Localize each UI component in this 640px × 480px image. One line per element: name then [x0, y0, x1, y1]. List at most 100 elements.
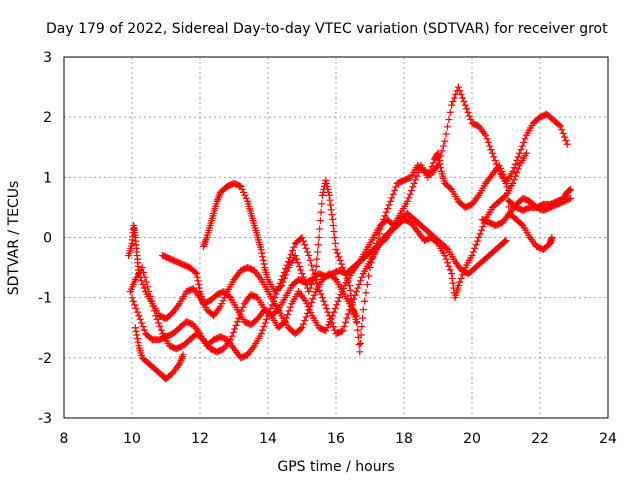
data-point: [325, 188, 333, 196]
data-point: [269, 297, 277, 305]
series-track-8: [478, 194, 575, 229]
data-point: [293, 255, 301, 263]
data-point: [195, 280, 203, 288]
data-point: [343, 314, 351, 322]
series-track-1: [126, 209, 510, 356]
data-marks: [125, 83, 575, 383]
data-point: [259, 326, 267, 334]
data-point: [310, 291, 318, 299]
data-point: [339, 285, 347, 293]
data-point: [491, 156, 499, 164]
x-tick-label: 20: [463, 431, 481, 447]
data-point: [266, 311, 274, 319]
data-point: [427, 166, 435, 174]
data-point: [308, 280, 316, 288]
data-point: [218, 300, 226, 308]
data-point: [498, 167, 506, 175]
data-point: [509, 179, 517, 187]
data-point: [135, 312, 143, 320]
data-point: [460, 267, 468, 275]
data-point: [434, 149, 442, 157]
data-point: [306, 284, 314, 292]
data-point: [490, 153, 498, 161]
data-point: [439, 142, 447, 150]
data-point: [410, 179, 418, 187]
data-point: [389, 190, 397, 198]
data-point: [320, 297, 328, 305]
data-point: [378, 220, 386, 228]
data-point: [322, 179, 330, 187]
data-point: [358, 273, 366, 281]
data-point: [308, 261, 316, 269]
data-point: [303, 248, 311, 256]
data-point: [133, 308, 141, 316]
data-point: [263, 315, 271, 323]
data-point: [501, 238, 509, 246]
data-point: [309, 266, 317, 274]
data-point: [329, 221, 337, 229]
data-point: [446, 266, 454, 274]
data-point: [363, 280, 371, 288]
data-point: [328, 211, 336, 219]
data-point: [354, 284, 362, 292]
data-point: [517, 146, 525, 154]
data-point: [482, 131, 490, 139]
data-point: [458, 94, 466, 102]
data-point: [285, 307, 293, 315]
data-point: [329, 312, 337, 320]
data-point: [499, 170, 507, 178]
data-point: [138, 319, 146, 327]
data-point: [216, 303, 224, 311]
data-point: [306, 256, 314, 264]
data-point: [288, 247, 296, 255]
data-point: [283, 267, 291, 275]
data-point: [465, 112, 473, 120]
x-tick-label: 10: [123, 431, 141, 447]
data-point: [156, 323, 164, 331]
data-point: [425, 170, 433, 178]
data-point: [322, 327, 330, 335]
data-point: [335, 294, 343, 302]
y-tick-label: 0: [43, 231, 52, 247]
data-point: [560, 133, 568, 141]
data-point: [140, 284, 148, 292]
x-tick-label: 24: [599, 431, 617, 447]
data-point: [390, 187, 398, 195]
data-point: [324, 308, 332, 316]
data-point: [443, 244, 451, 252]
data-point: [157, 326, 165, 334]
data-point: [442, 130, 450, 138]
data-point: [392, 183, 400, 191]
data-point: [329, 215, 337, 223]
data-point: [374, 235, 382, 243]
data-point: [521, 135, 529, 143]
data-point: [469, 248, 477, 256]
data-point: [449, 279, 457, 287]
data-point: [520, 138, 528, 146]
data-point: [463, 105, 471, 113]
data-point: [467, 116, 475, 124]
data-point: [338, 288, 346, 296]
data-point: [386, 197, 394, 205]
data-point: [518, 142, 526, 150]
y-tick-label: -1: [38, 291, 52, 307]
data-point: [486, 142, 494, 150]
data-point: [356, 277, 364, 285]
data-point: [448, 274, 456, 282]
data-point: [442, 255, 450, 263]
data-point: [308, 298, 316, 306]
data-point: [344, 310, 352, 318]
data-point: [144, 283, 152, 291]
data-point: [444, 123, 452, 131]
data-point: [381, 212, 389, 220]
data-point: [472, 241, 480, 249]
data-point: [280, 274, 288, 282]
data-point: [284, 311, 292, 319]
data-point: [555, 121, 563, 129]
data-point: [497, 164, 505, 172]
data-point: [454, 83, 462, 91]
data-point: [301, 277, 309, 285]
data-point: [377, 225, 385, 233]
data-point: [461, 101, 469, 109]
data-point: [518, 220, 526, 228]
